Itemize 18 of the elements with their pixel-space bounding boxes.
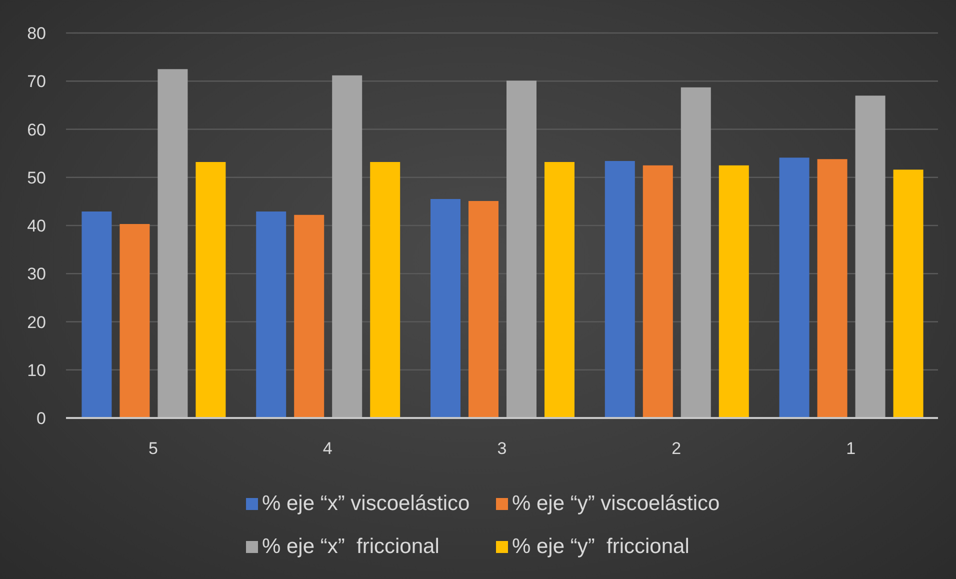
y-tick-label: 20 [27, 312, 46, 332]
x-tick-label: 2 [672, 439, 682, 458]
x-tick-label: 4 [322, 439, 332, 458]
y-tick-label: 30 [27, 264, 46, 284]
legend-label: % eje “x” viscoelástico [262, 492, 470, 516]
y-tick-label: 40 [27, 216, 46, 236]
x-tick-label: 1 [846, 439, 856, 458]
legend-label: % eje “x” friccional [262, 535, 440, 559]
y-tick-label: 80 [27, 24, 46, 44]
legend-label: % eje “y” viscoelástico [512, 492, 720, 516]
x-tick-label: 3 [497, 439, 507, 458]
y-tick-label: 60 [27, 120, 46, 140]
x-tick-label: 5 [148, 439, 158, 458]
legend-label: % eje “y” friccional [512, 535, 690, 559]
y-tick-label: 10 [27, 360, 46, 380]
y-tick-label: 0 [36, 409, 46, 428]
y-tick-label: 70 [27, 72, 46, 92]
y-tick-label: 50 [27, 168, 46, 188]
